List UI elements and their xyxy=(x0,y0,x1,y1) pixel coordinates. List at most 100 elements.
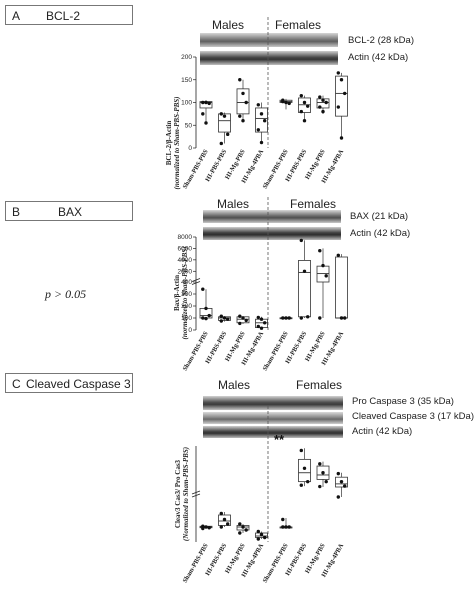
panel-b-point-3-2 xyxy=(263,321,267,325)
panel-c-point-6-3 xyxy=(318,484,322,489)
panel-a-tick-label-1: 50 xyxy=(185,122,193,129)
panel-c-point-0-2 xyxy=(207,526,211,530)
panel-b-point-3-3 xyxy=(256,324,260,329)
panel-a-point-2-0 xyxy=(238,78,242,82)
panel-a-label: A BCL-2 xyxy=(5,5,133,25)
panel-b-tick-label-4: 400 xyxy=(181,279,192,286)
panel-a-point-7-4 xyxy=(339,136,344,140)
panel-b-tick-label-5: 2000 xyxy=(178,268,193,275)
panel-a-title: BCL-2 xyxy=(46,9,81,23)
panel-a-point-3-1 xyxy=(259,112,264,116)
panel-b-point-2-3 xyxy=(238,321,242,326)
panel-b-point-2-0 xyxy=(238,314,242,318)
panel-a-point-5-4 xyxy=(302,119,307,123)
panel-b-point-5-3 xyxy=(299,316,303,320)
panel-c-point-4-1 xyxy=(284,525,288,529)
panel-c-point-2-1 xyxy=(241,525,245,529)
panel-b-tick-label-2: 200 xyxy=(181,303,192,310)
panel-a-point-4-3 xyxy=(281,99,285,104)
panel-c-axis-break xyxy=(191,490,201,498)
panel-a-point-7-3 xyxy=(336,105,340,109)
panel-c-point-1-2 xyxy=(226,522,230,526)
panel-a-point-4-1 xyxy=(284,100,288,105)
panel-c-point-6-2 xyxy=(324,479,328,484)
panel-c-label: C Cleaved Caspase 3 xyxy=(5,373,133,393)
panel-c-point-7-3 xyxy=(336,495,340,499)
panel-a-box-3 xyxy=(255,107,268,133)
panel-a-point-0-1 xyxy=(204,100,208,105)
panel-c-point-0-3 xyxy=(201,526,205,531)
panel-c-category-0: Sham-PBS-PBS xyxy=(182,542,210,584)
panel-a-males: Males xyxy=(212,18,245,32)
panel-b-pvalue: p > 0.05 xyxy=(45,287,86,302)
panel-c-point-5-1 xyxy=(302,466,307,470)
panel-b-point-3-1 xyxy=(259,317,264,321)
panel-c-point-3-0 xyxy=(256,529,260,534)
panel-a-point-3-4 xyxy=(259,140,264,145)
panel-c-point-7-1 xyxy=(339,479,344,484)
panel-b-point-5-2 xyxy=(306,315,310,319)
panel-a-point-2-3 xyxy=(238,114,242,118)
panel-c-females: Females xyxy=(296,378,343,392)
panel-b-point-0-0 xyxy=(201,287,205,291)
panel-a-point-2-4 xyxy=(241,119,245,123)
panel-b-tick-label-8: 8000 xyxy=(178,234,193,241)
panel-a-point-0-3 xyxy=(201,112,205,116)
panel-a-letter: A xyxy=(12,9,21,23)
panel-b-point-7-0 xyxy=(336,253,340,257)
panel-b-axis-break xyxy=(191,278,201,285)
panel-c-blot-clcas3 xyxy=(203,412,343,424)
panel-b-point-5-1 xyxy=(302,269,307,273)
panel-a-point-0-0 xyxy=(201,100,205,105)
panel-c-point-4-3 xyxy=(281,525,285,529)
panel-b-pvalue-text: p > 0.05 xyxy=(45,287,87,301)
panel-a-point-7-1 xyxy=(339,78,344,82)
panel-a-point-0-4 xyxy=(204,121,208,125)
panel-c-point-5-3 xyxy=(299,483,303,487)
panel-c-point-3-2 xyxy=(263,535,267,540)
panel-c-point-6-1 xyxy=(321,471,325,475)
panel-b-point-2-2 xyxy=(244,318,248,323)
panel-a-box-2 xyxy=(236,88,250,115)
panel-b-point-2-1 xyxy=(241,316,245,320)
panel-b-label: B BAX xyxy=(5,201,133,221)
panel-a-point-5-2 xyxy=(306,104,310,108)
panel-c-point-2-0 xyxy=(238,522,242,526)
panel-b-band-1: BAX (21 kDa) xyxy=(350,211,409,222)
panel-c-point-6-0 xyxy=(318,462,322,466)
panel-a-point-3-3 xyxy=(256,128,260,132)
panel-a-point-0-2 xyxy=(207,101,211,106)
panel-c-point-7-0 xyxy=(336,471,340,476)
panel-c-category-4: Sham-PBS-PBS xyxy=(262,542,290,584)
panel-b-tick-label-6: 4000 xyxy=(178,257,193,264)
panel-a-point-1-1 xyxy=(222,114,227,118)
panel-b-box-5 xyxy=(298,260,311,318)
panel-b-point-0-2 xyxy=(207,313,211,318)
panel-b-point-1-3 xyxy=(219,319,223,323)
panel-a-point-7-0 xyxy=(336,71,340,75)
panel-a-blot-actin xyxy=(200,51,338,65)
panel-a-point-6-3 xyxy=(318,105,322,109)
panel-a-point-1-0 xyxy=(219,112,223,116)
panel-a-point-5-3 xyxy=(299,109,303,114)
panel-b-point-3-4 xyxy=(259,326,264,330)
panel-c-point-7-2 xyxy=(343,484,347,488)
panel-c-point-4-0 xyxy=(281,517,285,522)
panel-b-point-0-4 xyxy=(204,316,208,321)
panel-c-point-2-2 xyxy=(244,528,248,532)
panel-b-point-6-1 xyxy=(321,263,325,268)
panel-a-point-2-2 xyxy=(244,100,248,105)
panel-c-point-5-2 xyxy=(306,479,310,484)
panel-c-point-1-1 xyxy=(222,517,227,522)
panel-a-point-6-4 xyxy=(321,109,325,114)
panel-c-point-0-1 xyxy=(204,525,208,529)
panel-c-blot-actin xyxy=(203,426,343,438)
panel-b-point-7-2 xyxy=(343,316,347,320)
panel-b-title: BAX xyxy=(58,205,83,219)
panel-b-point-1-2 xyxy=(226,317,230,321)
panel-b-letter: B xyxy=(12,205,21,219)
panel-c-box-5 xyxy=(298,458,311,483)
panel-b-point-6-2 xyxy=(324,274,328,278)
panel-a-tick-label-2: 100 xyxy=(181,100,192,107)
